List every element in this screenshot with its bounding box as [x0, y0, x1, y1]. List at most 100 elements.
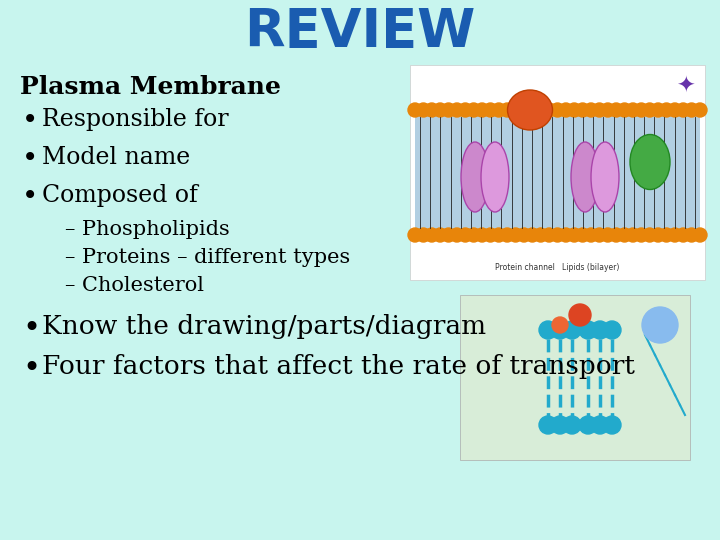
Circle shape: [416, 103, 431, 117]
Circle shape: [539, 416, 557, 434]
Text: ✦: ✦: [676, 77, 695, 97]
Circle shape: [552, 317, 568, 333]
Text: •: •: [22, 184, 38, 211]
Circle shape: [441, 228, 456, 242]
Circle shape: [660, 228, 673, 242]
Circle shape: [408, 103, 422, 117]
Circle shape: [459, 228, 472, 242]
Circle shape: [685, 103, 698, 117]
Circle shape: [576, 103, 590, 117]
Circle shape: [643, 228, 657, 242]
Circle shape: [492, 103, 506, 117]
Circle shape: [416, 228, 431, 242]
Circle shape: [600, 228, 615, 242]
Text: Composed of: Composed of: [42, 184, 198, 207]
Circle shape: [593, 228, 606, 242]
Ellipse shape: [508, 90, 552, 130]
Circle shape: [685, 228, 698, 242]
Circle shape: [539, 321, 557, 339]
Circle shape: [634, 103, 648, 117]
Circle shape: [500, 228, 514, 242]
Circle shape: [467, 103, 481, 117]
Circle shape: [609, 228, 624, 242]
Circle shape: [450, 228, 464, 242]
Text: Four factors that affect the rate of transport: Four factors that affect the rate of tra…: [42, 354, 635, 379]
Circle shape: [526, 103, 539, 117]
Text: REVIEW: REVIEW: [244, 6, 476, 58]
Text: •: •: [22, 354, 40, 385]
Circle shape: [542, 228, 556, 242]
Circle shape: [693, 103, 707, 117]
Bar: [415, 115, 700, 230]
Circle shape: [526, 228, 539, 242]
Text: •: •: [22, 146, 38, 173]
Circle shape: [642, 307, 678, 343]
Circle shape: [651, 103, 665, 117]
Circle shape: [668, 103, 682, 117]
Circle shape: [576, 228, 590, 242]
Circle shape: [626, 228, 640, 242]
Circle shape: [425, 103, 438, 117]
Circle shape: [618, 228, 631, 242]
Circle shape: [569, 304, 591, 326]
Circle shape: [551, 416, 569, 434]
Circle shape: [660, 103, 673, 117]
Circle shape: [559, 228, 573, 242]
Text: Model name: Model name: [42, 146, 190, 169]
Ellipse shape: [591, 142, 619, 212]
Circle shape: [551, 228, 564, 242]
Circle shape: [517, 228, 531, 242]
Bar: [410, 65, 705, 280]
Circle shape: [600, 103, 615, 117]
Circle shape: [634, 228, 648, 242]
Circle shape: [408, 228, 422, 242]
Circle shape: [626, 103, 640, 117]
Circle shape: [492, 228, 506, 242]
Text: Know the drawing/parts/diagram: Know the drawing/parts/diagram: [42, 314, 486, 339]
Circle shape: [467, 228, 481, 242]
Circle shape: [584, 103, 598, 117]
Text: Protein channel   Lipids (bilayer): Protein channel Lipids (bilayer): [495, 263, 619, 272]
Ellipse shape: [630, 134, 670, 190]
Circle shape: [579, 416, 597, 434]
Circle shape: [459, 103, 472, 117]
Circle shape: [668, 228, 682, 242]
Circle shape: [579, 321, 597, 339]
Text: – Phospholipids: – Phospholipids: [65, 220, 230, 239]
Ellipse shape: [461, 142, 489, 212]
Circle shape: [475, 228, 489, 242]
Circle shape: [567, 103, 581, 117]
Circle shape: [563, 416, 581, 434]
Text: Responsible for: Responsible for: [42, 108, 229, 131]
Circle shape: [517, 103, 531, 117]
Ellipse shape: [481, 142, 509, 212]
Circle shape: [483, 228, 498, 242]
Circle shape: [603, 321, 621, 339]
Circle shape: [676, 103, 690, 117]
Circle shape: [693, 228, 707, 242]
Circle shape: [591, 321, 609, 339]
Bar: [460, 295, 690, 460]
Circle shape: [584, 228, 598, 242]
Text: – Cholesterol: – Cholesterol: [65, 276, 204, 295]
Ellipse shape: [571, 142, 599, 212]
Circle shape: [508, 103, 523, 117]
Text: •: •: [22, 314, 40, 345]
Circle shape: [551, 103, 564, 117]
Circle shape: [483, 103, 498, 117]
Circle shape: [425, 228, 438, 242]
Circle shape: [593, 103, 606, 117]
Circle shape: [534, 228, 548, 242]
Circle shape: [567, 228, 581, 242]
Circle shape: [433, 103, 447, 117]
Circle shape: [450, 103, 464, 117]
Circle shape: [500, 103, 514, 117]
Circle shape: [609, 103, 624, 117]
Text: Plasma Membrane: Plasma Membrane: [20, 75, 281, 99]
Circle shape: [542, 103, 556, 117]
Circle shape: [603, 416, 621, 434]
Circle shape: [551, 321, 569, 339]
Circle shape: [591, 416, 609, 434]
Text: •: •: [22, 108, 38, 135]
Circle shape: [618, 103, 631, 117]
